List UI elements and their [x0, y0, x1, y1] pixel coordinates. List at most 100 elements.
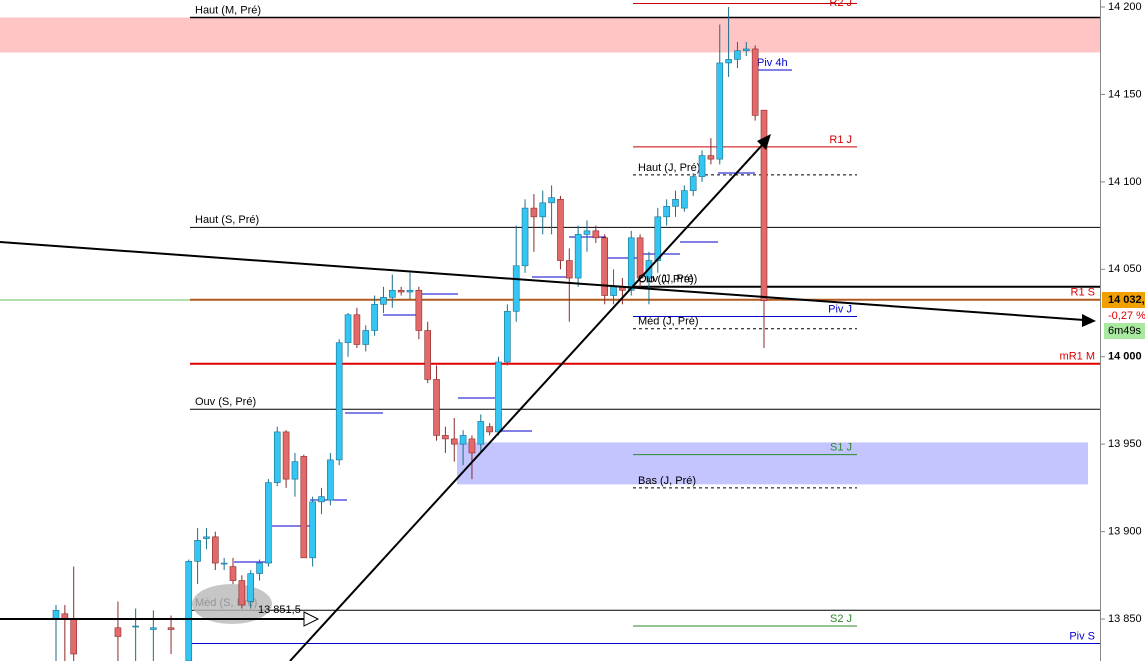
timer-label: 6m49s [1108, 325, 1142, 337]
trend-lines [0, 134, 1096, 661]
level-label: Haut (S, Pré) [195, 214, 259, 226]
candle-body [380, 296, 387, 305]
level-label: R1 S [1071, 287, 1095, 299]
candle-body [468, 438, 476, 454]
arrow-head [303, 611, 320, 627]
candle-body [495, 361, 502, 433]
level-label: Piv J [828, 303, 852, 315]
candle-body [327, 459, 334, 501]
candle-body [548, 197, 555, 204]
candle-body [654, 216, 662, 261]
candle-body [318, 496, 325, 503]
candle-body [247, 573, 254, 602]
candle-body [486, 426, 493, 433]
candle-body [627, 237, 635, 291]
level-label: Haut (M, Pré) [195, 4, 261, 16]
candle-body [751, 48, 759, 116]
candle-body [477, 421, 485, 445]
candle-body [610, 286, 617, 296]
candle-body [406, 289, 414, 293]
candle-body [663, 206, 670, 218]
level-label: R2 J [829, 0, 852, 9]
level-label: Piv 4h [757, 57, 788, 69]
candle-body [114, 627, 122, 637]
y-tick-label: 14 150 [1108, 88, 1142, 100]
candle-body [150, 627, 157, 630]
candle-body [265, 482, 272, 564]
candle-body [583, 230, 591, 235]
candle-body [450, 438, 458, 445]
candle-body [335, 342, 343, 461]
candle-body [557, 199, 564, 261]
arrow-head [757, 134, 771, 150]
level-label: S1 J [830, 442, 852, 454]
arrow-head [1082, 314, 1096, 327]
y-axis: 14 200 14 150 14 100 14 050 14 000 13 950 13 9… [1100, 1, 1142, 625]
y-tick-label: 14 200 [1108, 1, 1142, 13]
candle-body [194, 540, 201, 562]
candle-body [300, 456, 308, 559]
candle-body [185, 561, 193, 661]
candle-body [504, 310, 511, 363]
candle-body [371, 303, 378, 331]
candle-body [309, 501, 316, 559]
trend-line [289, 142, 765, 661]
candle-body [167, 627, 175, 630]
price-tag: 14 032, [1108, 294, 1145, 306]
candle-body [565, 260, 573, 279]
y-tick-label: 13 850 [1108, 613, 1142, 625]
level-label: Ouv (S, Pré) [195, 396, 256, 408]
level-label: Haut (J, Pré) [638, 162, 700, 174]
candle-body [238, 580, 246, 606]
candle-body [539, 202, 547, 218]
candle-body [760, 109, 768, 302]
candle-body [442, 435, 449, 440]
candle-body [415, 289, 423, 331]
candle-body [388, 289, 396, 298]
y-tick-label: 13 950 [1108, 438, 1142, 450]
level-label: Méd (J, Pré) [638, 316, 699, 328]
candle-body [734, 50, 741, 60]
y-tick-label: 14 000 [1108, 351, 1142, 363]
candle-body [132, 625, 139, 628]
zone [0, 17, 1100, 53]
y-tick-label: 13 900 [1108, 526, 1142, 538]
level-label: mR1 M [1060, 351, 1095, 363]
candle-body [353, 314, 361, 345]
candle-body [203, 536, 210, 539]
overlap-label: Ouv (J, Pré) [638, 273, 697, 285]
candle-body [433, 379, 440, 436]
candle-body [592, 230, 600, 239]
zone [457, 442, 1088, 485]
candle-body [574, 234, 582, 279]
timer-box [1104, 323, 1145, 339]
candle-body [512, 265, 520, 312]
marker-label: 13 851,5 [258, 604, 301, 616]
candle-body [291, 461, 299, 480]
candle-body [672, 199, 679, 207]
candle-body [424, 330, 432, 380]
candle-body [459, 435, 467, 445]
candle-body [397, 289, 405, 293]
levels: Haut (M, Pré) R2 J Piv 4h R1 J Haut (J, Pré)… [190, 0, 1100, 645]
candle-body [256, 562, 263, 574]
candle-body [521, 207, 529, 267]
candle-body [725, 59, 732, 64]
y-tick-label: 14 100 [1108, 176, 1142, 188]
candle-body [52, 609, 60, 620]
candle-body [344, 314, 352, 344]
candle-body [601, 237, 609, 296]
trend-line [0, 241, 1085, 321]
candle-body [70, 618, 77, 655]
level-label: Bas (J, Pré) [638, 475, 696, 487]
candle-body [707, 155, 715, 160]
price-tag-box [1102, 292, 1145, 308]
candle-body [212, 536, 219, 564]
zones [0, 17, 1100, 485]
candle-body [282, 431, 290, 480]
change-label: -0,27 % [1108, 310, 1145, 322]
candle-body [689, 176, 697, 191]
candles [52, 6, 768, 661]
candle-body [220, 562, 228, 565]
